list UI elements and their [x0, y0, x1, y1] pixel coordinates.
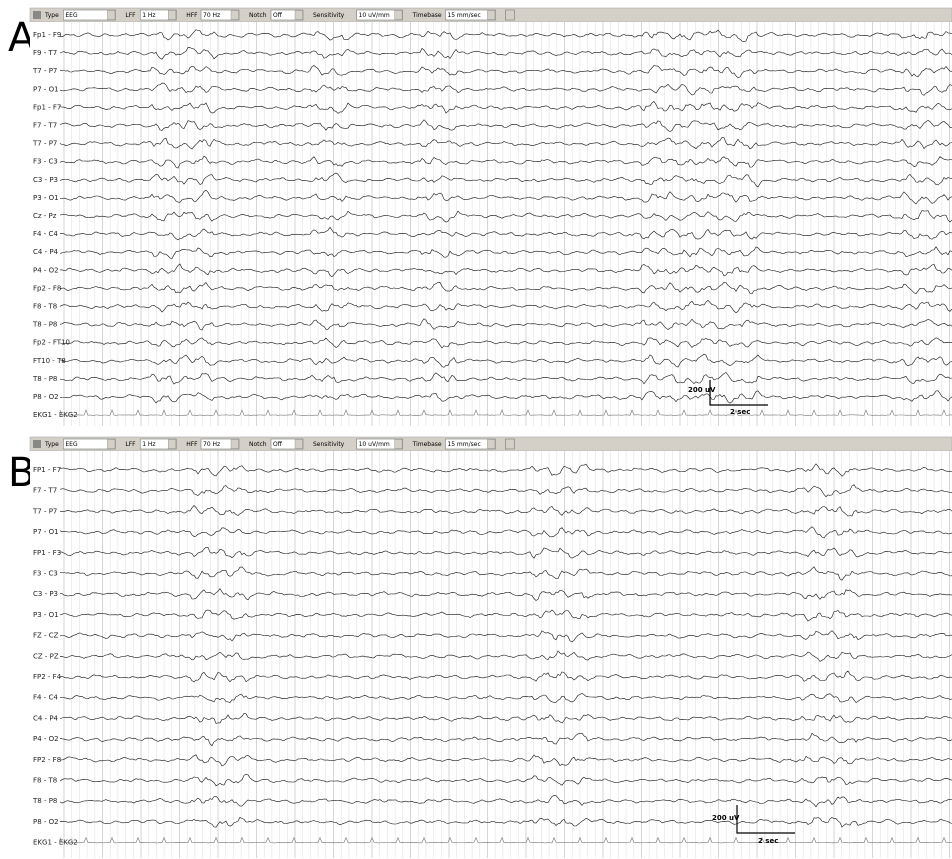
channel-label: Fp1 - F9 [33, 31, 61, 39]
dropdown-value: 15 mm/sec [447, 441, 480, 448]
dropdown-arrow [395, 11, 403, 20]
channel-label: C4 - P4 [33, 714, 59, 722]
dropdown-value: Off [273, 12, 283, 19]
toolbar-icon [33, 11, 41, 19]
channel-label: P4 - O2 [33, 266, 59, 274]
figure: ATypeEEGLFF1 HzHFF70 HzNotchOffSensitivi… [0, 0, 952, 859]
scale-amplitude: 200 uV [712, 814, 740, 822]
dropdown-value: 70 Hz [203, 441, 220, 448]
channel-label: Cz - Pz [33, 212, 57, 220]
channel-label: F4 - C4 [33, 694, 58, 702]
dropdown-value: 1 Hz [142, 12, 155, 19]
channel-label: FP2 - F4 [33, 673, 62, 681]
dropdown-arrow [231, 11, 239, 20]
scale-time: 2 sec [730, 408, 750, 416]
channel-label: C4 - P4 [33, 248, 59, 256]
dropdown-value: EEG [65, 12, 78, 19]
plot-area [30, 451, 952, 858]
dropdown-arrow [231, 440, 239, 449]
channel-label: FZ - CZ [33, 632, 59, 640]
channel-label: Fp1 - F7 [33, 103, 61, 111]
toolbar-label: HFF [186, 441, 198, 448]
refresh-button [505, 439, 514, 449]
dropdown-value: EEG [65, 441, 78, 448]
channel-label: T7 - P7 [32, 140, 57, 148]
dropdown-arrow [168, 440, 176, 449]
dropdown-arrow [295, 440, 303, 449]
channel-label: CZ - PZ [33, 652, 59, 660]
channel-label: P4 - O2 [33, 735, 59, 743]
channel-label: F8 - T8 [33, 777, 57, 785]
channel-label: C3 - P3 [33, 590, 58, 598]
toolbar-label: Timebase [412, 12, 442, 19]
channel-label: P8 - O2 [33, 393, 59, 401]
dropdown-arrow [295, 11, 303, 20]
channel-label: F8 - T8 [33, 303, 57, 311]
toolbar-icon [33, 440, 41, 448]
channel-label: Fp2 - FT10 [33, 339, 70, 347]
channel-label: F7 - T7 [33, 122, 57, 130]
channel-label: F7 - T7 [33, 487, 57, 495]
dropdown-arrow [107, 440, 115, 449]
dropdown-value: 10 uV/mm [359, 12, 390, 19]
channel-label: Fp2 - F8 [33, 284, 61, 292]
dropdown-arrow [168, 11, 176, 20]
channel-label: C3 - P3 [33, 176, 58, 184]
channel-label: F3 - C3 [33, 158, 58, 166]
dropdown-value: 1 Hz [142, 441, 155, 448]
dropdown-arrow [487, 440, 495, 449]
channel-label: FP1 - F3 [33, 549, 61, 557]
channel-label: T7 - P7 [32, 67, 57, 75]
channel-label: F4 - C4 [33, 230, 58, 238]
toolbar-label: LFF [125, 12, 136, 19]
channel-label: P3 - O1 [33, 194, 59, 202]
scale-time: 2 sec [758, 837, 778, 845]
channel-label: FP2 - F8 [33, 756, 61, 764]
channel-label: FT10 - T8 [33, 357, 66, 365]
toolbar-label: HFF [186, 12, 198, 19]
toolbar-label: Type [44, 12, 59, 19]
channel-label: P3 - O1 [33, 611, 59, 619]
channel-label: F3 - C3 [33, 570, 58, 578]
dropdown-value: Off [273, 441, 283, 448]
dropdown-arrow [487, 11, 495, 20]
plot-area [30, 22, 952, 426]
channel-label: T8 - P8 [32, 797, 57, 805]
dropdown-arrow [107, 11, 115, 20]
channel-label: F9 - T7 [33, 49, 57, 57]
dropdown-value: 70 Hz [203, 12, 220, 19]
channel-label: T8 - P8 [32, 375, 57, 383]
dropdown-arrow [395, 440, 403, 449]
toolbar-label: Notch [249, 12, 267, 19]
channel-label: P7 - O1 [33, 528, 59, 536]
scale-amplitude: 200 uV [688, 386, 716, 394]
dropdown-value: 10 uV/mm [359, 441, 390, 448]
channel-label: FP1 - F7 [33, 466, 61, 474]
toolbar-label: Type [44, 441, 59, 448]
dropdown-value: 15 mm/sec [447, 12, 480, 19]
toolbar-label: Sensitivity [313, 12, 345, 19]
channel-label: P8 - O2 [33, 818, 59, 826]
channel-label: P7 - O1 [33, 85, 59, 93]
toolbar-label: Sensitivity [313, 441, 345, 448]
channel-label: T7 - P7 [32, 507, 57, 515]
channel-label: T8 - P8 [32, 321, 57, 329]
toolbar-label: Timebase [412, 441, 442, 448]
refresh-button [505, 10, 514, 20]
toolbar-label: LFF [125, 441, 136, 448]
toolbar-label: Notch [249, 441, 267, 448]
